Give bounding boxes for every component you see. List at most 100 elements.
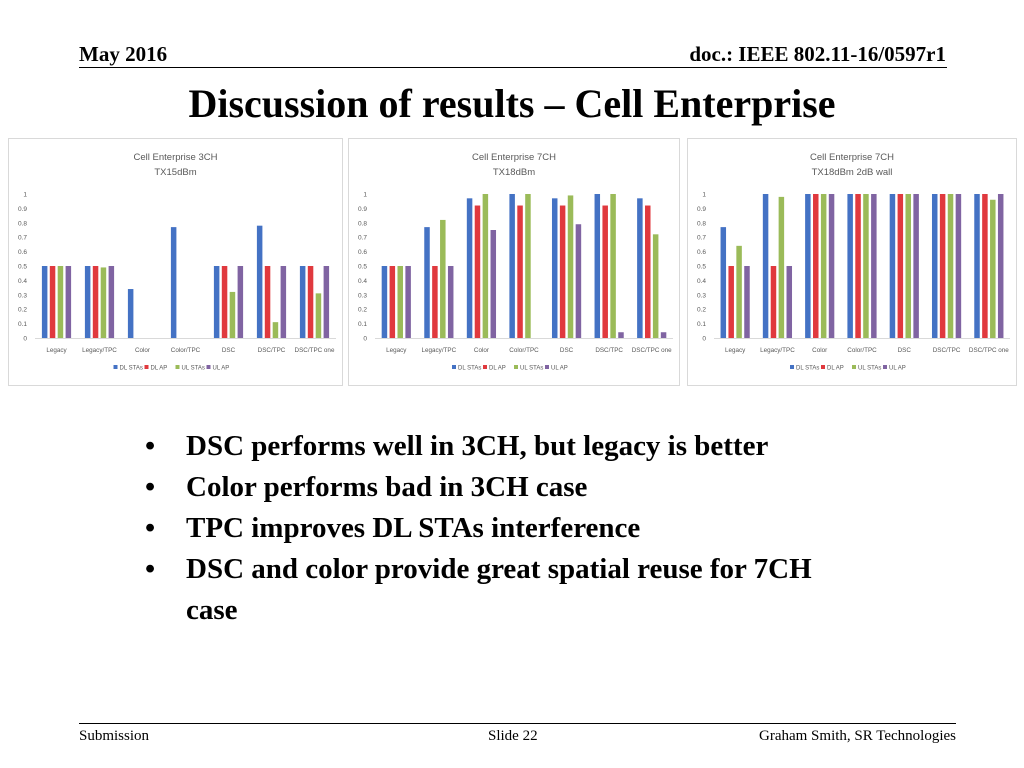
bar (108, 266, 115, 338)
x-tick-label: DSC (222, 347, 236, 354)
x-tick-label: DSC/TPC (933, 347, 961, 354)
legend-label: UL STAs (182, 366, 205, 372)
x-tick-label: DSC/TPC one (295, 347, 335, 354)
bar (432, 266, 438, 338)
bar (820, 194, 827, 338)
bar (127, 289, 134, 338)
x-tick-label: Color/TPC (847, 347, 877, 354)
bar (389, 266, 396, 338)
bar (974, 194, 980, 338)
bar (100, 267, 107, 338)
legend-swatch (883, 365, 887, 369)
y-tick-label: 0.9 (358, 206, 367, 213)
y-tick-label: 0.7 (697, 235, 706, 242)
slide-title: Discussion of results – Cell Enterprise (188, 81, 836, 126)
bar (474, 205, 481, 338)
bar (575, 224, 582, 338)
bar (49, 266, 56, 338)
bar (805, 194, 811, 338)
bar (509, 194, 515, 338)
bar (551, 198, 558, 338)
chart-title: Cell Enterprise 7CH (810, 152, 894, 163)
bullet-text: DSC and color provide great spatial reus… (186, 553, 812, 626)
x-tick-label: DSC/TPC (258, 347, 286, 354)
legend-label: UL AP (889, 366, 906, 372)
chart-subtitle: TX15dBm (154, 167, 196, 178)
bar (770, 266, 777, 338)
chart-subtitle: TX18dBm (493, 167, 535, 178)
chart-title: Cell Enterprise 7CH (472, 152, 556, 163)
legend-swatch (514, 365, 518, 369)
y-tick-label: 0.5 (358, 264, 367, 271)
y-tick-label: 1 (702, 192, 706, 199)
bar (229, 291, 236, 338)
legend-swatch (113, 365, 118, 369)
legend-label: UL STAs (858, 366, 881, 372)
legend-label: DL AP (489, 366, 506, 372)
bar (744, 266, 750, 338)
footer-submission: Submission (79, 728, 150, 744)
x-tick-label: Color/TPC (171, 347, 201, 354)
bar (256, 225, 263, 338)
y-tick-label: 0.2 (697, 307, 706, 314)
legend-label: DL AP (827, 366, 844, 372)
bullet-item: • DSC performs well in 3CH, but legacy is… (145, 426, 865, 467)
footer-slide-number: Slide 22 (488, 728, 538, 744)
bar (728, 266, 734, 338)
x-tick-label: DSC/TPC one (632, 347, 672, 354)
legend-label: DL STAs (796, 366, 819, 372)
legend-label: DL AP (151, 366, 168, 372)
y-tick-label: 0.4 (697, 278, 706, 285)
y-tick-label: 1 (363, 192, 367, 199)
x-tick-label: DSC/TPC one (969, 347, 1009, 354)
bar (762, 194, 769, 338)
bar (736, 245, 742, 338)
bullet-icon: • (145, 553, 156, 585)
bar (482, 194, 489, 338)
bar (424, 227, 430, 338)
bar (559, 205, 566, 338)
bar (41, 266, 48, 338)
y-tick-label: 0.3 (697, 292, 706, 299)
bar (213, 266, 220, 338)
bar (610, 194, 616, 338)
bar (381, 266, 388, 338)
chart-7ch: Cell Enterprise 7CH TX18dBm 0 0.1 0.2 0.3 0.4 0… (348, 138, 680, 386)
bar (637, 198, 643, 338)
y-tick-label: 0.8 (18, 220, 27, 227)
bar (955, 194, 962, 338)
legend-label: UL STAs (520, 366, 543, 372)
bar (92, 266, 99, 338)
y-tick-label: 0.1 (18, 321, 27, 328)
legend-swatch (452, 365, 456, 369)
x-tick-label: Legacy/TPC (422, 347, 457, 354)
chart-7ch-svg: Cell Enterprise 7CH TX18dBm 0 0.1 0.2 0.3 0.4 0… (358, 152, 673, 372)
bar (221, 266, 228, 338)
bar (645, 205, 651, 338)
bar (847, 194, 853, 338)
bar (913, 194, 919, 338)
y-tick-label: 0.4 (358, 278, 367, 285)
bar (405, 266, 411, 338)
bar (299, 266, 306, 338)
y-tick-label: 0.6 (18, 249, 27, 256)
legend-swatch (852, 365, 856, 369)
y-tick-label: 0.3 (18, 292, 27, 299)
legend-swatch (175, 365, 180, 369)
bar (272, 322, 279, 338)
bar (323, 266, 330, 338)
bullet-item: • TPC improves DL STAs interference (145, 508, 865, 549)
bar (720, 227, 727, 338)
chart-7ch-wall-svg: Cell Enterprise 7CH TX18dBm 2dB wall 0 0.1 0… (697, 152, 1010, 372)
bullet-icon: • (145, 512, 156, 544)
bar (778, 196, 785, 338)
legend-label: UL AP (213, 366, 230, 372)
bar (855, 194, 861, 338)
bar (594, 194, 601, 338)
chart-title: Cell Enterprise 3CH (134, 152, 218, 163)
header-rule (79, 67, 947, 68)
legend-label: DL STAs (458, 366, 481, 372)
bar (517, 205, 523, 338)
bar (567, 195, 574, 338)
y-tick-label: 0.2 (358, 307, 367, 314)
